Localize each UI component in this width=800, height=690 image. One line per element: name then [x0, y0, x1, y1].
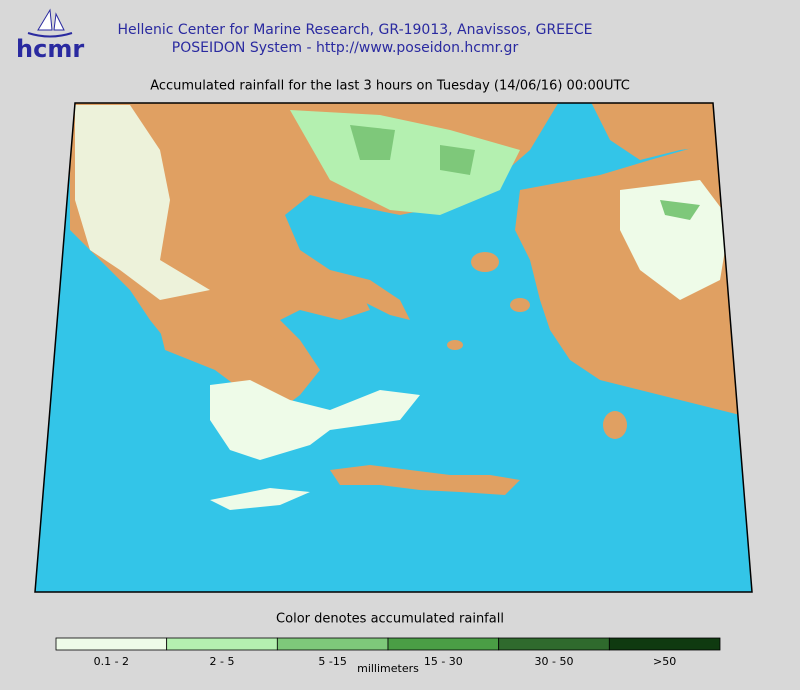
legend-swatch	[498, 637, 610, 651]
legend-label: 30 - 50	[535, 655, 574, 668]
legend-label: 0.1 - 2	[94, 655, 129, 668]
legend-swatch	[55, 637, 168, 651]
legend-swatch	[166, 637, 278, 651]
legend-swatch	[387, 637, 500, 651]
legend-label: 2 - 5	[210, 655, 235, 668]
header-line: Hellenic Center for Marine Research, GR-…	[117, 22, 592, 38]
header-line: POSEIDON System - http://www.poseidon.hc…	[172, 40, 519, 56]
logo-text: hcmr	[16, 35, 84, 63]
map-title: Accumulated rainfall for the last 3 hour…	[150, 79, 630, 94]
legend-label: >50	[653, 655, 676, 668]
legend-title: Color denotes accumulated rainfall	[276, 612, 504, 627]
legend-label: 5 -15	[318, 655, 346, 668]
legend-label: 15 - 30	[424, 655, 463, 668]
map	[35, 103, 752, 592]
legend-swatch	[276, 637, 389, 651]
legend: 0.1 - 2 2 - 5 5 -15 15 - 30 30 - 50 >50	[55, 637, 721, 668]
legend-unit: millimeters	[357, 662, 419, 675]
logo: hcmr	[16, 8, 84, 63]
map-frame	[34, 102, 753, 593]
legend-swatch	[608, 637, 721, 651]
